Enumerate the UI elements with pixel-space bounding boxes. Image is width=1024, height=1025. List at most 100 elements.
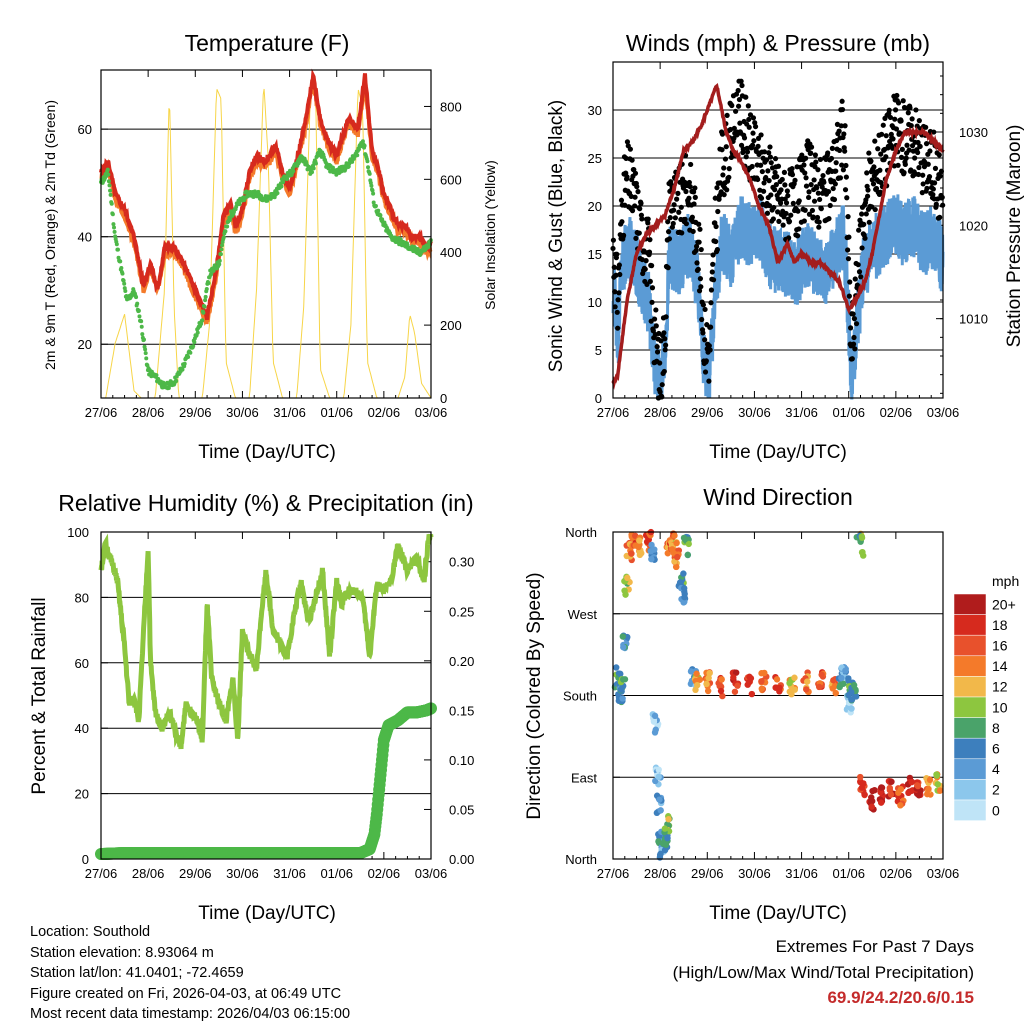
gust-point bbox=[841, 131, 847, 137]
dewpoint-point bbox=[217, 262, 222, 267]
y2-tick-label: 1020 bbox=[959, 218, 988, 233]
gust-point bbox=[830, 185, 836, 192]
gust-point bbox=[805, 194, 812, 201]
gust-point bbox=[623, 155, 629, 161]
gust-point bbox=[845, 256, 852, 262]
gust-point bbox=[853, 321, 860, 327]
y2-tick-label: 0.25 bbox=[449, 604, 474, 619]
dewpoint-point bbox=[180, 367, 185, 372]
direction-point bbox=[832, 689, 839, 697]
dewpoint-point bbox=[191, 344, 196, 349]
gust-point bbox=[735, 87, 741, 94]
gust-point bbox=[849, 356, 855, 362]
gust-point bbox=[846, 234, 852, 240]
direction-point bbox=[926, 776, 934, 784]
dewpoint-point bbox=[259, 193, 264, 198]
dewpoint-point bbox=[350, 159, 355, 164]
direction-point bbox=[845, 675, 852, 682]
x-tick-label: 30/06 bbox=[738, 405, 771, 420]
gust-point bbox=[827, 202, 833, 209]
gust-point bbox=[752, 120, 758, 126]
gust-point bbox=[833, 168, 839, 174]
gust-point bbox=[702, 337, 708, 343]
direction-title: Wind Direction bbox=[703, 484, 853, 510]
info-recent: Most recent data timestamp: 2026/04/03 0… bbox=[30, 1006, 351, 1022]
gust-point bbox=[693, 243, 700, 249]
gust-point bbox=[785, 193, 791, 199]
dewpoint-point bbox=[204, 287, 209, 292]
direction-point bbox=[925, 785, 932, 793]
direction-point bbox=[655, 766, 662, 773]
y2-tick-label: 0.20 bbox=[449, 654, 474, 669]
legend-swatch bbox=[953, 676, 987, 698]
gust-point bbox=[923, 141, 930, 147]
gust-point bbox=[825, 150, 831, 156]
gust-point bbox=[823, 156, 829, 163]
gust-point bbox=[618, 197, 625, 203]
dewpoint-point bbox=[378, 213, 383, 218]
gust-point bbox=[675, 190, 681, 196]
x-tick-label: 03/06 bbox=[927, 405, 960, 420]
gust-point bbox=[676, 209, 682, 215]
dewpoint-point bbox=[218, 252, 223, 257]
gust-point bbox=[875, 146, 881, 152]
direction-point bbox=[838, 674, 845, 682]
gust-point bbox=[674, 196, 680, 202]
gust-point bbox=[686, 195, 692, 201]
gust-point bbox=[842, 148, 848, 154]
series-pressure bbox=[611, 83, 945, 391]
dewpoint-point bbox=[311, 166, 316, 171]
gust-point bbox=[892, 116, 898, 122]
gust-point bbox=[813, 159, 819, 165]
direction-point bbox=[732, 669, 740, 676]
gust-point bbox=[746, 116, 752, 123]
gust-point bbox=[898, 118, 904, 124]
gust-point bbox=[851, 316, 858, 322]
station-info: Location: Southold Station elevation: 8.… bbox=[30, 922, 350, 1025]
legend-swatch bbox=[953, 593, 987, 615]
info-latlon: Station lat/lon: 41.0401; -72.4659 bbox=[30, 965, 244, 981]
gust-point bbox=[803, 155, 809, 161]
gust-point bbox=[659, 394, 665, 400]
humidity-plot: 27/06 28/06 29/06 30/06 31/06 01/06 02/06 03/06… bbox=[67, 525, 474, 881]
gust-point bbox=[658, 338, 664, 344]
y-tick-label: 15 bbox=[588, 247, 602, 262]
gust-point bbox=[706, 378, 712, 384]
temperature-ylabel: 2m & 9m T (Red, Orange) & 2m Td (Green) bbox=[42, 100, 58, 370]
dewpoint-point bbox=[376, 208, 381, 213]
winds-y2label: Station Pressure (Maroon) bbox=[1004, 125, 1024, 348]
gust-point bbox=[702, 369, 709, 375]
y2-tick-label: 800 bbox=[440, 99, 462, 114]
y-tick-label: North bbox=[565, 525, 597, 540]
direction-point bbox=[673, 539, 680, 547]
gust-point bbox=[806, 211, 813, 217]
direction-point bbox=[842, 667, 849, 674]
dewpoint-point bbox=[192, 340, 197, 345]
dewpoint-point bbox=[154, 373, 159, 378]
series-direction bbox=[611, 528, 944, 861]
legend-title: mph bbox=[992, 573, 1019, 589]
gust-point bbox=[714, 185, 720, 191]
gust-point bbox=[713, 223, 719, 230]
gust-point bbox=[721, 192, 727, 198]
dewpoint-point bbox=[203, 294, 208, 299]
gust-point bbox=[776, 218, 782, 224]
direction-point bbox=[878, 784, 885, 791]
gust-point bbox=[861, 221, 867, 227]
dewpoint-point bbox=[115, 247, 120, 252]
gust-point bbox=[763, 174, 769, 181]
gust-point bbox=[629, 208, 636, 214]
direction-point bbox=[716, 682, 723, 690]
gust-point bbox=[621, 232, 627, 238]
direction-point bbox=[662, 841, 670, 848]
direction-point bbox=[858, 784, 866, 791]
gust-point bbox=[726, 174, 732, 180]
dewpoint-point bbox=[219, 247, 224, 252]
gust-point bbox=[778, 187, 784, 193]
gust-point bbox=[710, 277, 717, 283]
gust-point bbox=[781, 169, 788, 175]
gust-point bbox=[777, 200, 784, 206]
y-tick-label: 5 bbox=[595, 343, 602, 358]
gust-point bbox=[780, 222, 786, 228]
gust-point bbox=[774, 173, 780, 180]
